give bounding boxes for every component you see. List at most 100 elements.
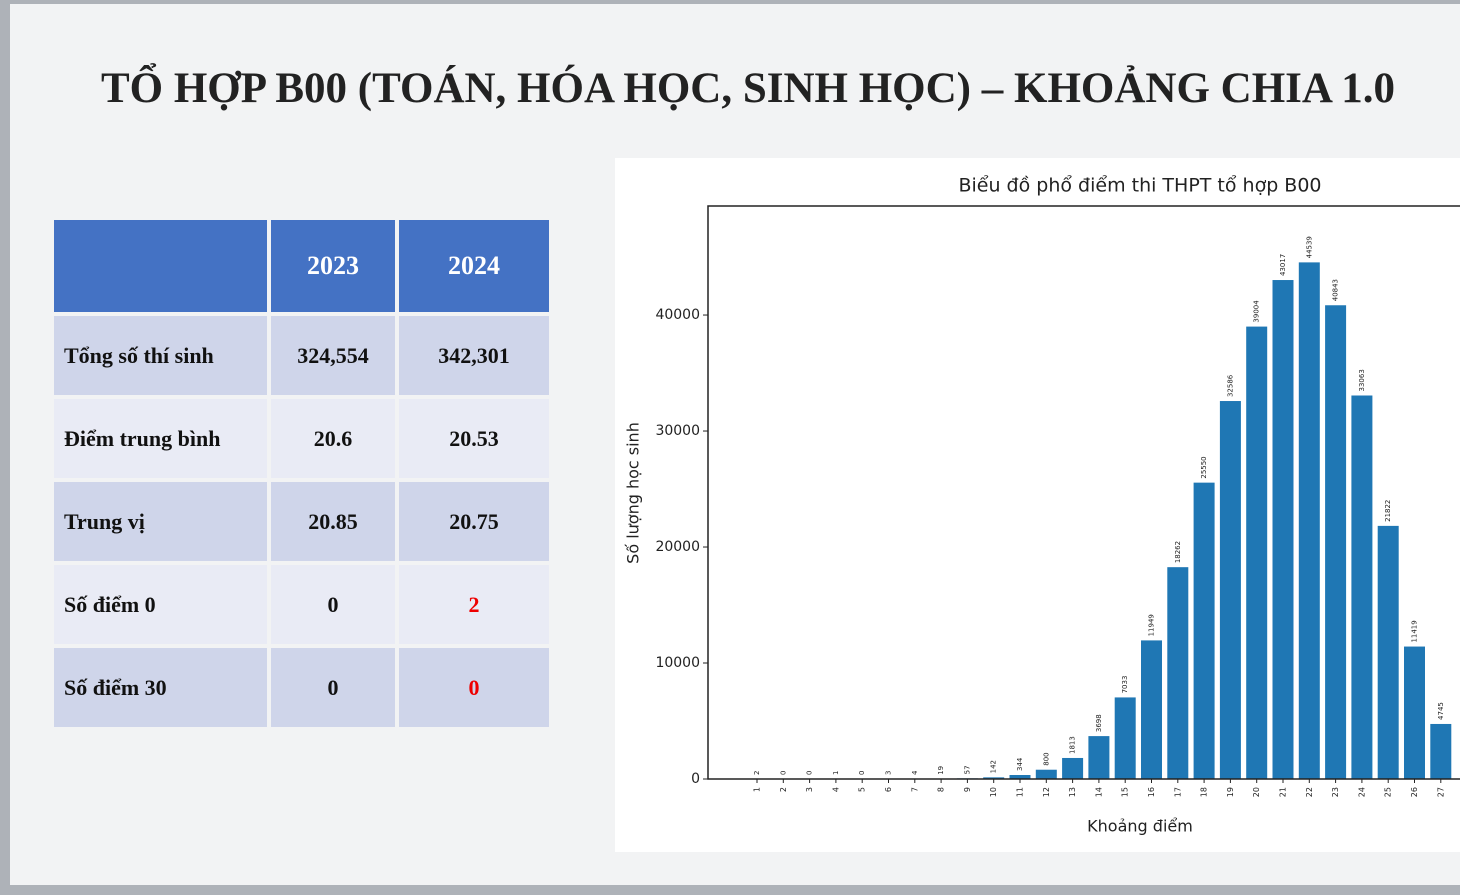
header-cell xyxy=(54,220,267,312)
header-row: 2023 2024 xyxy=(54,220,549,312)
value-label: 0 xyxy=(858,771,866,775)
x-tick-label: 27 xyxy=(1436,787,1445,797)
value-label: 142 xyxy=(990,760,998,773)
x-tick-label: 25 xyxy=(1384,787,1393,797)
value-label: 25550 xyxy=(1200,456,1208,478)
value-label: 43017 xyxy=(1279,254,1287,276)
value-label: 3 xyxy=(885,770,893,774)
x-axis-label: Khoảng điểm xyxy=(1087,817,1193,836)
x-tick-label: 26 xyxy=(1410,787,1419,797)
cell: 20.85 xyxy=(271,482,395,561)
value-label: 57 xyxy=(963,765,971,774)
bar xyxy=(1430,723,1452,779)
bar xyxy=(1193,482,1215,779)
value-label: 11419 xyxy=(1411,620,1419,642)
value-label: 44539 xyxy=(1305,236,1313,258)
cell: 2 xyxy=(399,565,549,644)
value-label: 18262 xyxy=(1174,541,1182,563)
row: Điểm trung bình 20.6 20.53 xyxy=(54,399,549,478)
x-tick-label: 3 xyxy=(805,787,814,792)
x-tick-label: 24 xyxy=(1357,787,1366,797)
x-tick-label: 5 xyxy=(858,787,867,792)
value-label: 33063 xyxy=(1358,369,1366,391)
bar xyxy=(1351,395,1373,779)
x-tick-label: 20 xyxy=(1252,787,1261,797)
bar xyxy=(1167,567,1189,779)
value-label: 4 xyxy=(911,770,919,775)
bar xyxy=(1114,697,1136,779)
row: Trung vị 20.85 20.75 xyxy=(54,482,549,561)
x-tick-label: 15 xyxy=(1121,787,1130,797)
x-tick-label: 8 xyxy=(937,787,946,792)
y-axis-label: Số lượng học sinh xyxy=(624,422,643,564)
stats-table: 2023 2024 Tổng số thí sinh 324,554 342,301… xyxy=(50,216,553,731)
bar xyxy=(1272,280,1294,779)
value-label: 32586 xyxy=(1226,374,1234,397)
value-label: 344 xyxy=(1016,757,1024,771)
value-label: 1813 xyxy=(1069,736,1077,754)
value-label: 0 xyxy=(779,771,787,775)
bar xyxy=(1062,757,1084,779)
cell: 324,554 xyxy=(271,316,395,395)
x-tick-label: 21 xyxy=(1279,787,1288,797)
value-label: 39004 xyxy=(1253,300,1261,323)
row: Số điểm 30 0 0 xyxy=(54,648,549,727)
value-label: 21822 xyxy=(1384,500,1392,522)
value-label: 3698 xyxy=(1095,714,1103,732)
x-tick-label: 2 xyxy=(779,787,788,792)
chart-title: Biểu đồ phổ điểm thi THPT tổ hợp B00 xyxy=(958,175,1321,197)
cell: 20.6 xyxy=(271,399,395,478)
x-tick-label: 12 xyxy=(1042,787,1051,797)
bar xyxy=(1009,775,1031,779)
y-tick-label: 30000 xyxy=(655,423,700,439)
bar xyxy=(1088,736,1110,779)
cell: 20.75 xyxy=(399,482,549,561)
bar xyxy=(1141,640,1162,779)
value-label: 0 xyxy=(806,771,814,775)
x-tick-label: 22 xyxy=(1305,787,1314,797)
y-tick-label: 0 xyxy=(691,771,700,787)
slide-title: TỔ HỢP B00 (TOÁN, HÓA HỌC, SINH HỌC) – K… xyxy=(100,65,1396,112)
y-tick-label: 40000 xyxy=(655,307,700,323)
bar xyxy=(983,777,1005,779)
x-tick-label: 7 xyxy=(910,787,919,792)
x-tick-label: 11 xyxy=(1016,787,1025,797)
y-tick-label: 10000 xyxy=(655,655,700,671)
y-tick-label: 20000 xyxy=(655,539,700,555)
bar xyxy=(1325,305,1347,779)
bar xyxy=(1404,646,1425,779)
x-tick-label: 6 xyxy=(884,787,893,792)
x-tick-label: 10 xyxy=(989,787,998,797)
bar xyxy=(1377,525,1399,779)
cell: 0 xyxy=(271,565,395,644)
bar xyxy=(1219,401,1241,779)
row: Tổng số thí sinh 324,554 342,301 xyxy=(54,316,549,395)
row-label: Điểm trung bình xyxy=(54,399,267,478)
value-label: 7033 xyxy=(1121,676,1129,694)
chart-panel: Biểu đồ phổ điểm thi THPT tổ hợp B00 Kho… xyxy=(615,158,1460,852)
x-tick-label: 17 xyxy=(1173,787,1182,797)
value-label: 1 xyxy=(832,771,840,775)
row-label: Trung vị xyxy=(54,482,267,561)
chart: Biểu đồ phổ điểm thi THPT tổ hợp B00 Kho… xyxy=(624,175,1460,836)
value-label: 800 xyxy=(1042,752,1050,765)
bar xyxy=(1246,326,1268,779)
row-label: Số điểm 0 xyxy=(54,565,267,644)
cell: 342,301 xyxy=(399,316,549,395)
cell: 20.53 xyxy=(399,399,549,478)
header-cell: 2024 xyxy=(399,220,549,312)
bar xyxy=(1298,262,1320,779)
cell: 0 xyxy=(271,648,395,727)
x-tick-label: 4 xyxy=(831,787,840,792)
x-tick-label: 23 xyxy=(1331,787,1340,797)
axes-frame xyxy=(707,205,1460,780)
cell: 0 xyxy=(399,648,549,727)
value-label: 11949 xyxy=(1148,614,1156,636)
row-label: Số điểm 30 xyxy=(54,648,267,727)
header-cell: 2023 xyxy=(271,220,395,312)
x-tick-label: 18 xyxy=(1200,787,1209,797)
bar xyxy=(1035,769,1057,779)
value-label: 19 xyxy=(937,766,945,775)
